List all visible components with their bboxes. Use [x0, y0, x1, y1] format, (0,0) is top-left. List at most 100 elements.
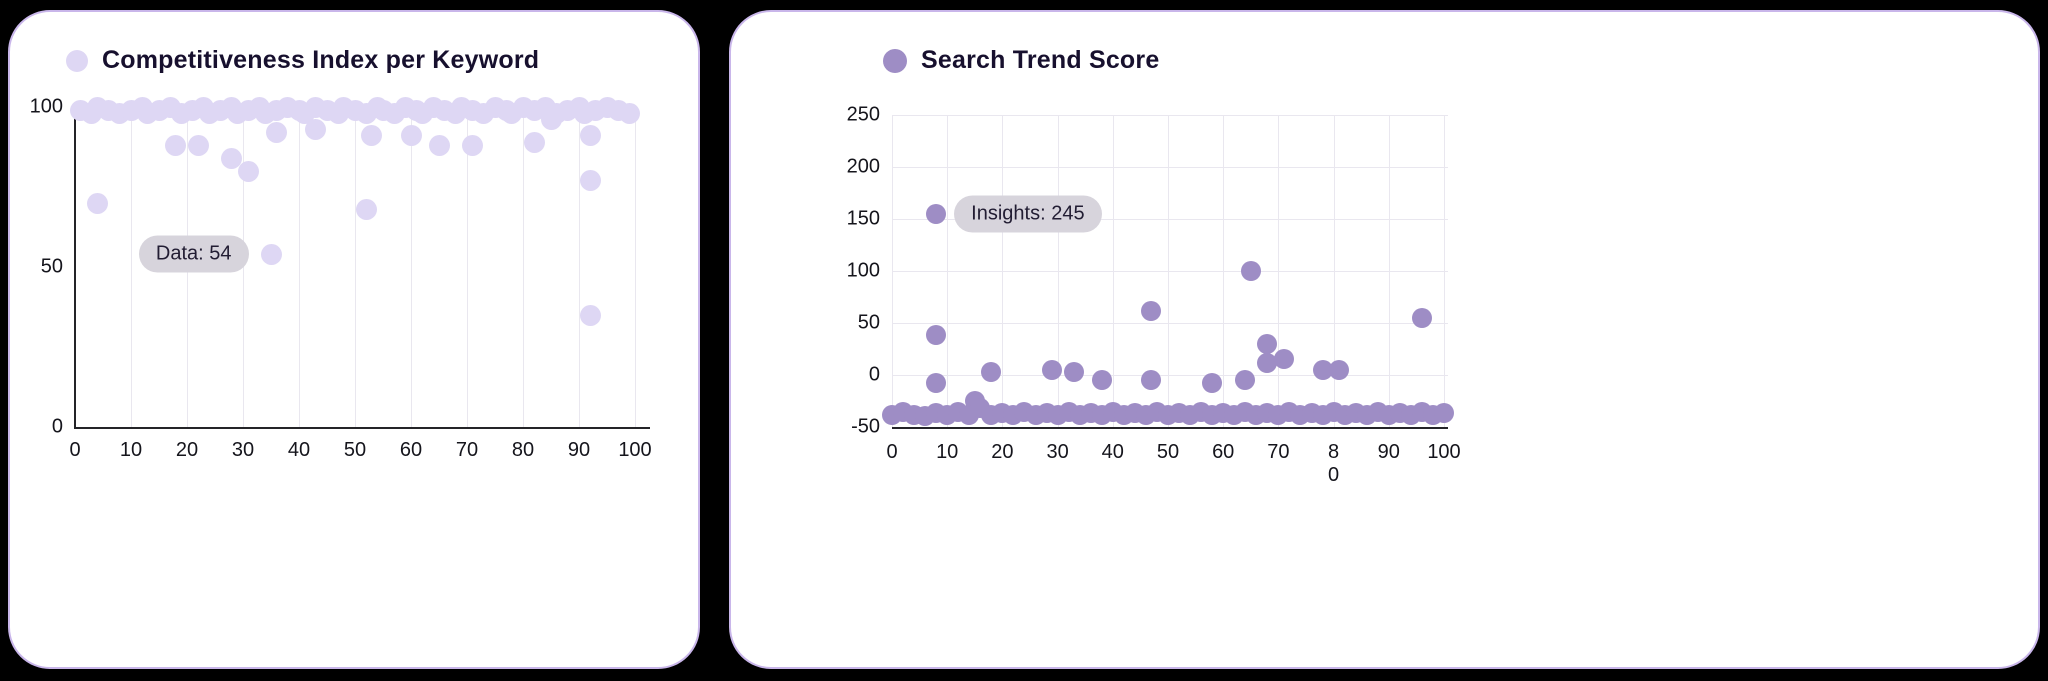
y-tick-label: 50 — [40, 255, 63, 278]
y-tick-label: 200 — [846, 155, 880, 178]
gridline — [355, 107, 356, 427]
data-point[interactable] — [266, 122, 288, 144]
data-point[interactable] — [926, 325, 947, 346]
tooltip: Insights: 245 — [954, 195, 1102, 233]
data-point[interactable] — [926, 373, 947, 394]
x-tick-label: 70 — [1267, 441, 1290, 463]
data-point[interactable] — [1240, 261, 1261, 281]
x-tick-label: 20 — [991, 441, 1014, 463]
data-point[interactable] — [579, 125, 601, 147]
x-tick-label: 30 — [231, 439, 255, 461]
x-tick-label: 60 — [399, 439, 423, 461]
data-point[interactable] — [1273, 349, 1294, 370]
y-tick-label: 50 — [857, 311, 880, 334]
data-point[interactable] — [1141, 300, 1162, 321]
x-tick-label: 30 — [1046, 441, 1069, 463]
data-point[interactable] — [1235, 370, 1256, 391]
gridline — [523, 107, 524, 427]
y-tick-label: -50 — [851, 415, 880, 438]
data-point[interactable] — [1202, 373, 1223, 394]
data-point[interactable] — [1141, 370, 1162, 391]
x-tick-label: 40 — [287, 439, 311, 461]
scatter-plot-search-trend[interactable]: 0 10 20 30 40 50 60 70 80 90 100 -50 0 50 100 150 200 250… — [731, 12, 2038, 667]
x-tick-label: 70 — [455, 439, 479, 461]
x-tick-label: 100 — [1427, 441, 1461, 463]
y-tick-label: 250 — [846, 103, 880, 126]
gridline — [892, 271, 1448, 272]
gridline — [892, 375, 1448, 376]
y-tick-label: 0 — [868, 363, 880, 386]
data-point[interactable] — [221, 147, 243, 169]
data-point[interactable] — [540, 109, 562, 131]
data-point[interactable] — [400, 125, 422, 147]
data-point[interactable] — [1329, 359, 1350, 380]
x-tick-label: 10 — [936, 441, 959, 463]
data-point[interactable] — [1257, 352, 1278, 373]
data-point[interactable] — [618, 102, 640, 124]
data-point[interactable] — [1257, 333, 1278, 354]
x-tick-label: 80 — [511, 439, 535, 461]
gridline — [892, 323, 1448, 324]
chart-title-competitiveness: Competitiveness Index per Keyword — [102, 46, 540, 74]
data-point[interactable] — [926, 203, 947, 224]
chart-card-search-trend: Search Trend Score 0 10 20 30 40 50 60 70 80 90 10… — [729, 10, 2040, 669]
chart-legend-search-trend[interactable]: Search Trend Score — [883, 46, 1159, 75]
data-point[interactable] — [361, 125, 383, 147]
x-tick-label: 80 — [1328, 441, 1340, 486]
y-axis-line — [74, 107, 76, 429]
data-point[interactable] — [462, 134, 484, 156]
gridline — [635, 107, 636, 427]
x-tick-label: 0 — [886, 441, 898, 463]
data-point[interactable] — [165, 134, 187, 156]
data-point[interactable] — [355, 198, 377, 220]
y-tick-label: 0 — [51, 415, 63, 438]
data-point[interactable] — [1434, 403, 1454, 424]
legend-point-icon — [66, 49, 88, 72]
data-point[interactable] — [1411, 307, 1432, 328]
data-point[interactable] — [305, 118, 327, 140]
data-point[interactable] — [1064, 361, 1085, 382]
tooltip: Data: 54 — [138, 235, 249, 273]
x-tick-label: 90 — [1377, 441, 1400, 463]
data-point[interactable] — [981, 361, 1002, 382]
x-tick-label: 90 — [567, 439, 591, 461]
data-point[interactable] — [523, 131, 545, 153]
data-point[interactable] — [1042, 359, 1063, 380]
x-tick-label: 0 — [69, 439, 81, 461]
gridline — [411, 107, 412, 427]
data-point[interactable] — [238, 160, 260, 182]
x-tick-label: 10 — [119, 439, 143, 461]
gridline — [131, 107, 132, 427]
x-axis-line — [892, 427, 1448, 429]
data-point[interactable] — [579, 304, 601, 326]
gridline — [579, 107, 580, 427]
data-point[interactable] — [428, 134, 450, 156]
data-point[interactable] — [187, 134, 209, 156]
legend-point-icon — [883, 48, 907, 73]
gridline — [892, 115, 1448, 116]
gridline — [892, 167, 1448, 168]
data-point[interactable] — [579, 170, 601, 192]
x-tick-label: 100 — [618, 439, 652, 461]
chart-card-competitiveness: Competitiveness Index per Keyword 0 10 20 3… — [8, 10, 700, 669]
chart-legend-competitiveness[interactable]: Competitiveness Index per Keyword — [66, 46, 539, 75]
y-tick-label: 150 — [846, 207, 880, 230]
gridline — [299, 107, 300, 427]
data-point[interactable] — [260, 243, 282, 265]
data-point[interactable] — [86, 192, 108, 214]
y-tick-label: 100 — [846, 259, 880, 282]
x-tick-label: 50 — [1156, 441, 1180, 463]
x-axis-line — [75, 427, 650, 429]
chart-title-search-trend: Search Trend Score — [921, 46, 1160, 74]
x-tick-label: 50 — [343, 439, 367, 461]
scatter-plot-competitiveness[interactable]: 0 10 20 30 40 50 60 70 80 90 100 0 50 100 Data: 54 — [10, 12, 698, 667]
data-point[interactable] — [1091, 370, 1112, 391]
x-tick-label: 20 — [175, 439, 199, 461]
data-point[interactable] — [1312, 359, 1333, 380]
gridline — [892, 219, 1448, 220]
x-tick-label: 60 — [1212, 441, 1235, 463]
x-tick-label: 40 — [1101, 441, 1124, 463]
y-tick-label: 100 — [29, 95, 63, 118]
gridline — [467, 107, 468, 427]
